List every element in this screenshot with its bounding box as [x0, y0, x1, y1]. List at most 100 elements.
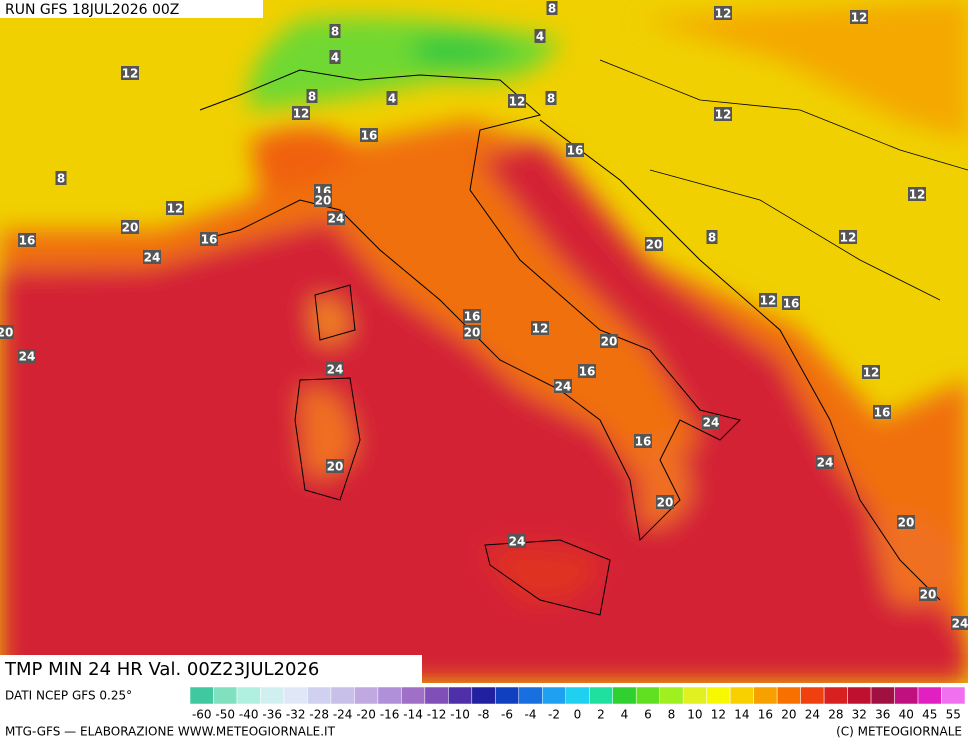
- colorbar-label: 0: [574, 708, 582, 722]
- contour-label-box: [55, 171, 67, 185]
- contour-label-box: [143, 250, 161, 264]
- contour-label: 24: [509, 535, 526, 549]
- colorbar-swatch: [635, 686, 660, 705]
- colorbar-swatch: [471, 686, 496, 705]
- colorbar-label: 8: [668, 708, 676, 722]
- contour-label-box: [554, 379, 572, 393]
- contour-label: 20: [646, 238, 663, 252]
- contour-label-box: [600, 334, 618, 348]
- contour-label: 24: [327, 363, 344, 377]
- contour-label-box: [326, 459, 344, 473]
- colorbar-swatch: [518, 686, 543, 705]
- contour-label-box: [862, 365, 880, 379]
- contour-label: 12: [509, 95, 526, 109]
- title-box: [0, 655, 422, 683]
- contour-label-box: [873, 405, 891, 419]
- colorbar-label: 24: [805, 708, 820, 722]
- contour-label-box: [360, 128, 378, 142]
- contour-label: 8: [547, 92, 555, 106]
- contour-label: 20: [920, 588, 937, 602]
- contour-label: 12: [715, 7, 732, 21]
- contour-label-box: [566, 143, 584, 157]
- colorbar-label: 45: [922, 708, 937, 722]
- contour-label-box: [546, 1, 558, 15]
- colorbar-swatch: [495, 686, 520, 705]
- contour-label-box: [706, 230, 718, 244]
- colorbar-swatch: [753, 686, 778, 705]
- colorbar-swatch: [213, 686, 238, 705]
- contour-label: 20: [898, 516, 915, 530]
- colorbar-label: 28: [828, 708, 843, 722]
- colorbar-swatch: [870, 686, 895, 705]
- contour-label: 20: [327, 460, 344, 474]
- contour-label: 12: [851, 11, 868, 25]
- contour-label-box: [200, 232, 218, 246]
- colorbar-label: 14: [734, 708, 749, 722]
- contour-label: 8: [548, 2, 556, 16]
- contour-label-box: [951, 616, 968, 630]
- contour-label-box: [121, 66, 139, 80]
- contour-label: 20: [464, 326, 481, 340]
- contour-label-box: [702, 415, 720, 429]
- contour-label: 4: [536, 30, 544, 44]
- contour-label: 4: [388, 92, 396, 106]
- colorbar-swatch: [542, 686, 567, 705]
- colorbar-label: -12: [427, 708, 447, 722]
- colorbar-swatch: [424, 686, 449, 705]
- contour-label: 20: [315, 194, 332, 208]
- contour-label: 12: [863, 366, 880, 380]
- contour-label: 16: [567, 144, 584, 158]
- contour-label: 12: [293, 107, 310, 121]
- colorbar-swatch: [283, 686, 308, 705]
- colorbar-swatch: [612, 686, 637, 705]
- contour-label-box: [839, 230, 857, 244]
- colorbar-swatch: [894, 686, 919, 705]
- contour-label-box: [18, 349, 36, 363]
- colorbar-swatch: [682, 686, 707, 705]
- colorbar-swatch: [917, 686, 942, 705]
- contour-label-box: [897, 515, 915, 529]
- colorbar-swatch: [565, 686, 590, 705]
- colorbar-label: -2: [548, 708, 560, 722]
- colorbar-label: -24: [333, 708, 353, 722]
- contour-label-box: [782, 296, 800, 310]
- contour-label-box: [166, 201, 184, 215]
- colorbar-label: 10: [687, 708, 702, 722]
- colorbar-label: -4: [525, 708, 537, 722]
- colorbar-label: -40: [239, 708, 259, 722]
- contour-label-box: [634, 434, 652, 448]
- contour-label: 12: [909, 188, 926, 202]
- colorbar-label: 4: [621, 708, 629, 722]
- contour-label: 24: [328, 212, 345, 226]
- contour-label: 16: [201, 233, 218, 247]
- contour-label: 12: [122, 67, 139, 81]
- contour-label: 12: [167, 202, 184, 216]
- colorbar-label: -20: [356, 708, 376, 722]
- colorbar-label: -50: [215, 708, 235, 722]
- header-box: [0, 0, 263, 18]
- contour-label: 24: [19, 350, 36, 364]
- contour-label: 20: [0, 326, 13, 340]
- contour-label: 24: [703, 416, 720, 430]
- colorbar-swatch: [354, 686, 379, 705]
- contour-label: 16: [874, 406, 891, 420]
- colorbar-label: -8: [478, 708, 490, 722]
- colorbar-label: -28: [309, 708, 329, 722]
- contour-label: 16: [783, 297, 800, 311]
- contour-label: 12: [840, 231, 857, 245]
- contour-label: 20: [122, 221, 139, 235]
- contour-label: 24: [952, 617, 968, 631]
- colorbar-swatch: [823, 686, 848, 705]
- contour-label: 8: [708, 231, 716, 245]
- colorbar-label: -60: [192, 708, 212, 722]
- colorbar-label: -6: [501, 708, 513, 722]
- contour-label-box: [508, 94, 526, 108]
- contour-label-box: [816, 455, 834, 469]
- colorbar-swatch: [189, 686, 214, 705]
- contour-label: 16: [635, 435, 652, 449]
- contour-label-box: [645, 237, 663, 251]
- contour-label: 12: [760, 294, 777, 308]
- contour-label: 8: [57, 172, 65, 186]
